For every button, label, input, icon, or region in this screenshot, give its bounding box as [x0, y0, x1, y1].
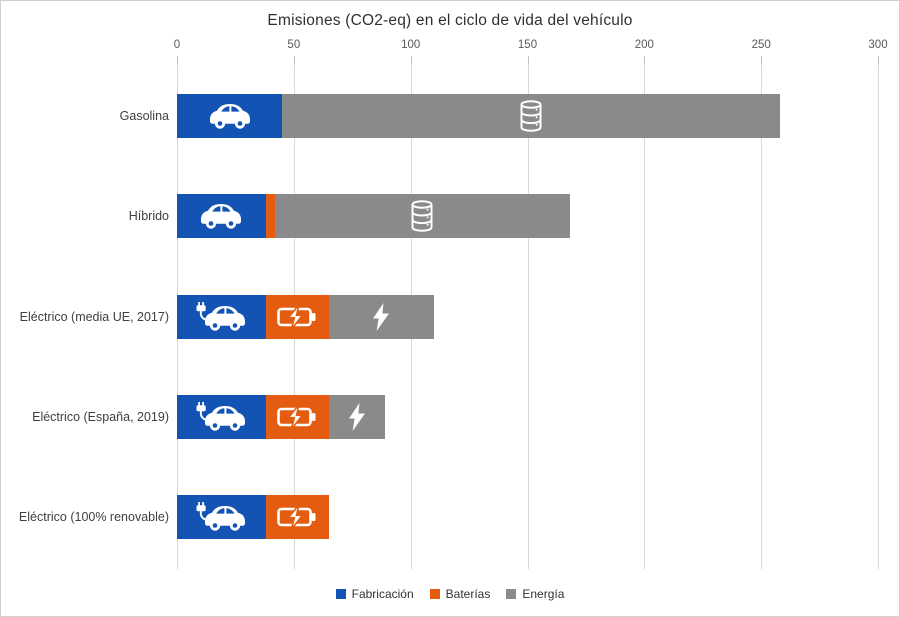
x-axis-tick-mark — [293, 56, 295, 65]
category-label: Eléctrico (100% renovable) — [18, 510, 169, 524]
legend-label: Baterías — [445, 587, 491, 601]
car-icon — [198, 202, 244, 230]
bolt-icon — [348, 402, 365, 431]
bar-segment — [328, 294, 434, 339]
battery-charge-icon — [277, 303, 317, 330]
legend-swatch — [335, 589, 346, 599]
bar-segment — [328, 394, 385, 439]
x-axis-tick-mark — [410, 56, 412, 65]
legend-label: Energía — [522, 587, 565, 601]
bar-segment — [265, 495, 329, 539]
gridline — [644, 65, 646, 569]
car-plug-icon — [195, 301, 247, 332]
bar-segment — [177, 394, 266, 439]
category-label: Híbrido — [128, 209, 169, 224]
x-axis-tick-label: 100 — [401, 39, 421, 51]
x-axis-tick-mark — [527, 56, 529, 65]
x-axis-tick-label: 150 — [517, 39, 538, 51]
bar-row — [177, 294, 434, 339]
bar-segment — [265, 394, 329, 439]
category-label: Eléctrico (España, 2019) — [32, 409, 169, 424]
car-plug-icon — [195, 401, 247, 432]
legend-label: Fabricación — [351, 587, 414, 601]
x-axis-tick-mark — [644, 56, 646, 65]
legend-swatch — [429, 589, 440, 599]
bar-segment — [177, 94, 283, 138]
car-plug-icon — [195, 502, 247, 532]
car-icon — [207, 102, 253, 130]
legend-swatch — [506, 589, 517, 599]
bar-row — [177, 194, 570, 239]
x-axis-tick-label: 0 — [173, 39, 181, 51]
x-axis-tick-label: 250 — [751, 39, 771, 51]
gridline — [878, 65, 879, 569]
category-label: Eléctrico (media UE, 2017) — [19, 309, 169, 324]
legend-item: Energía — [506, 587, 564, 601]
bar-segment — [177, 294, 266, 339]
legend-item: Baterías — [429, 587, 491, 601]
bar-segment — [177, 194, 266, 239]
gridline — [527, 65, 529, 569]
bar-segment — [275, 194, 570, 239]
x-axis: 0 50 100 150 200 250 300 — [1, 1, 899, 65]
x-axis-tick-label: 300 — [868, 39, 888, 51]
x-axis-tick-label: 50 — [287, 39, 301, 51]
gridline — [761, 65, 763, 569]
x-axis-tick-mark — [761, 56, 763, 65]
chart-title: Emisiones (CO2-eq) en el ciclo de vida d… — [267, 12, 633, 29]
plot-area — [177, 65, 879, 569]
bolt-icon — [373, 302, 390, 331]
legend-item: Fabricación — [335, 587, 414, 601]
bar-segment — [265, 294, 329, 339]
oil-barrels-icon — [519, 100, 543, 132]
battery-charge-icon — [277, 403, 317, 430]
x-axis-tick-label: 200 — [634, 39, 654, 51]
bar-segment — [282, 94, 780, 138]
battery-charge-icon — [277, 504, 317, 530]
bar-segment — [177, 495, 266, 539]
oil-barrels-icon — [410, 200, 434, 233]
bar-row — [177, 495, 329, 539]
x-axis-tick-mark — [878, 56, 879, 65]
legend: Fabricación Baterías Energía — [1, 585, 899, 603]
bar-segment — [265, 194, 276, 239]
x-axis-tick-mark — [177, 56, 178, 65]
bar-row — [177, 394, 385, 439]
category-label: Gasolina — [119, 109, 169, 123]
bar-row — [177, 94, 780, 138]
